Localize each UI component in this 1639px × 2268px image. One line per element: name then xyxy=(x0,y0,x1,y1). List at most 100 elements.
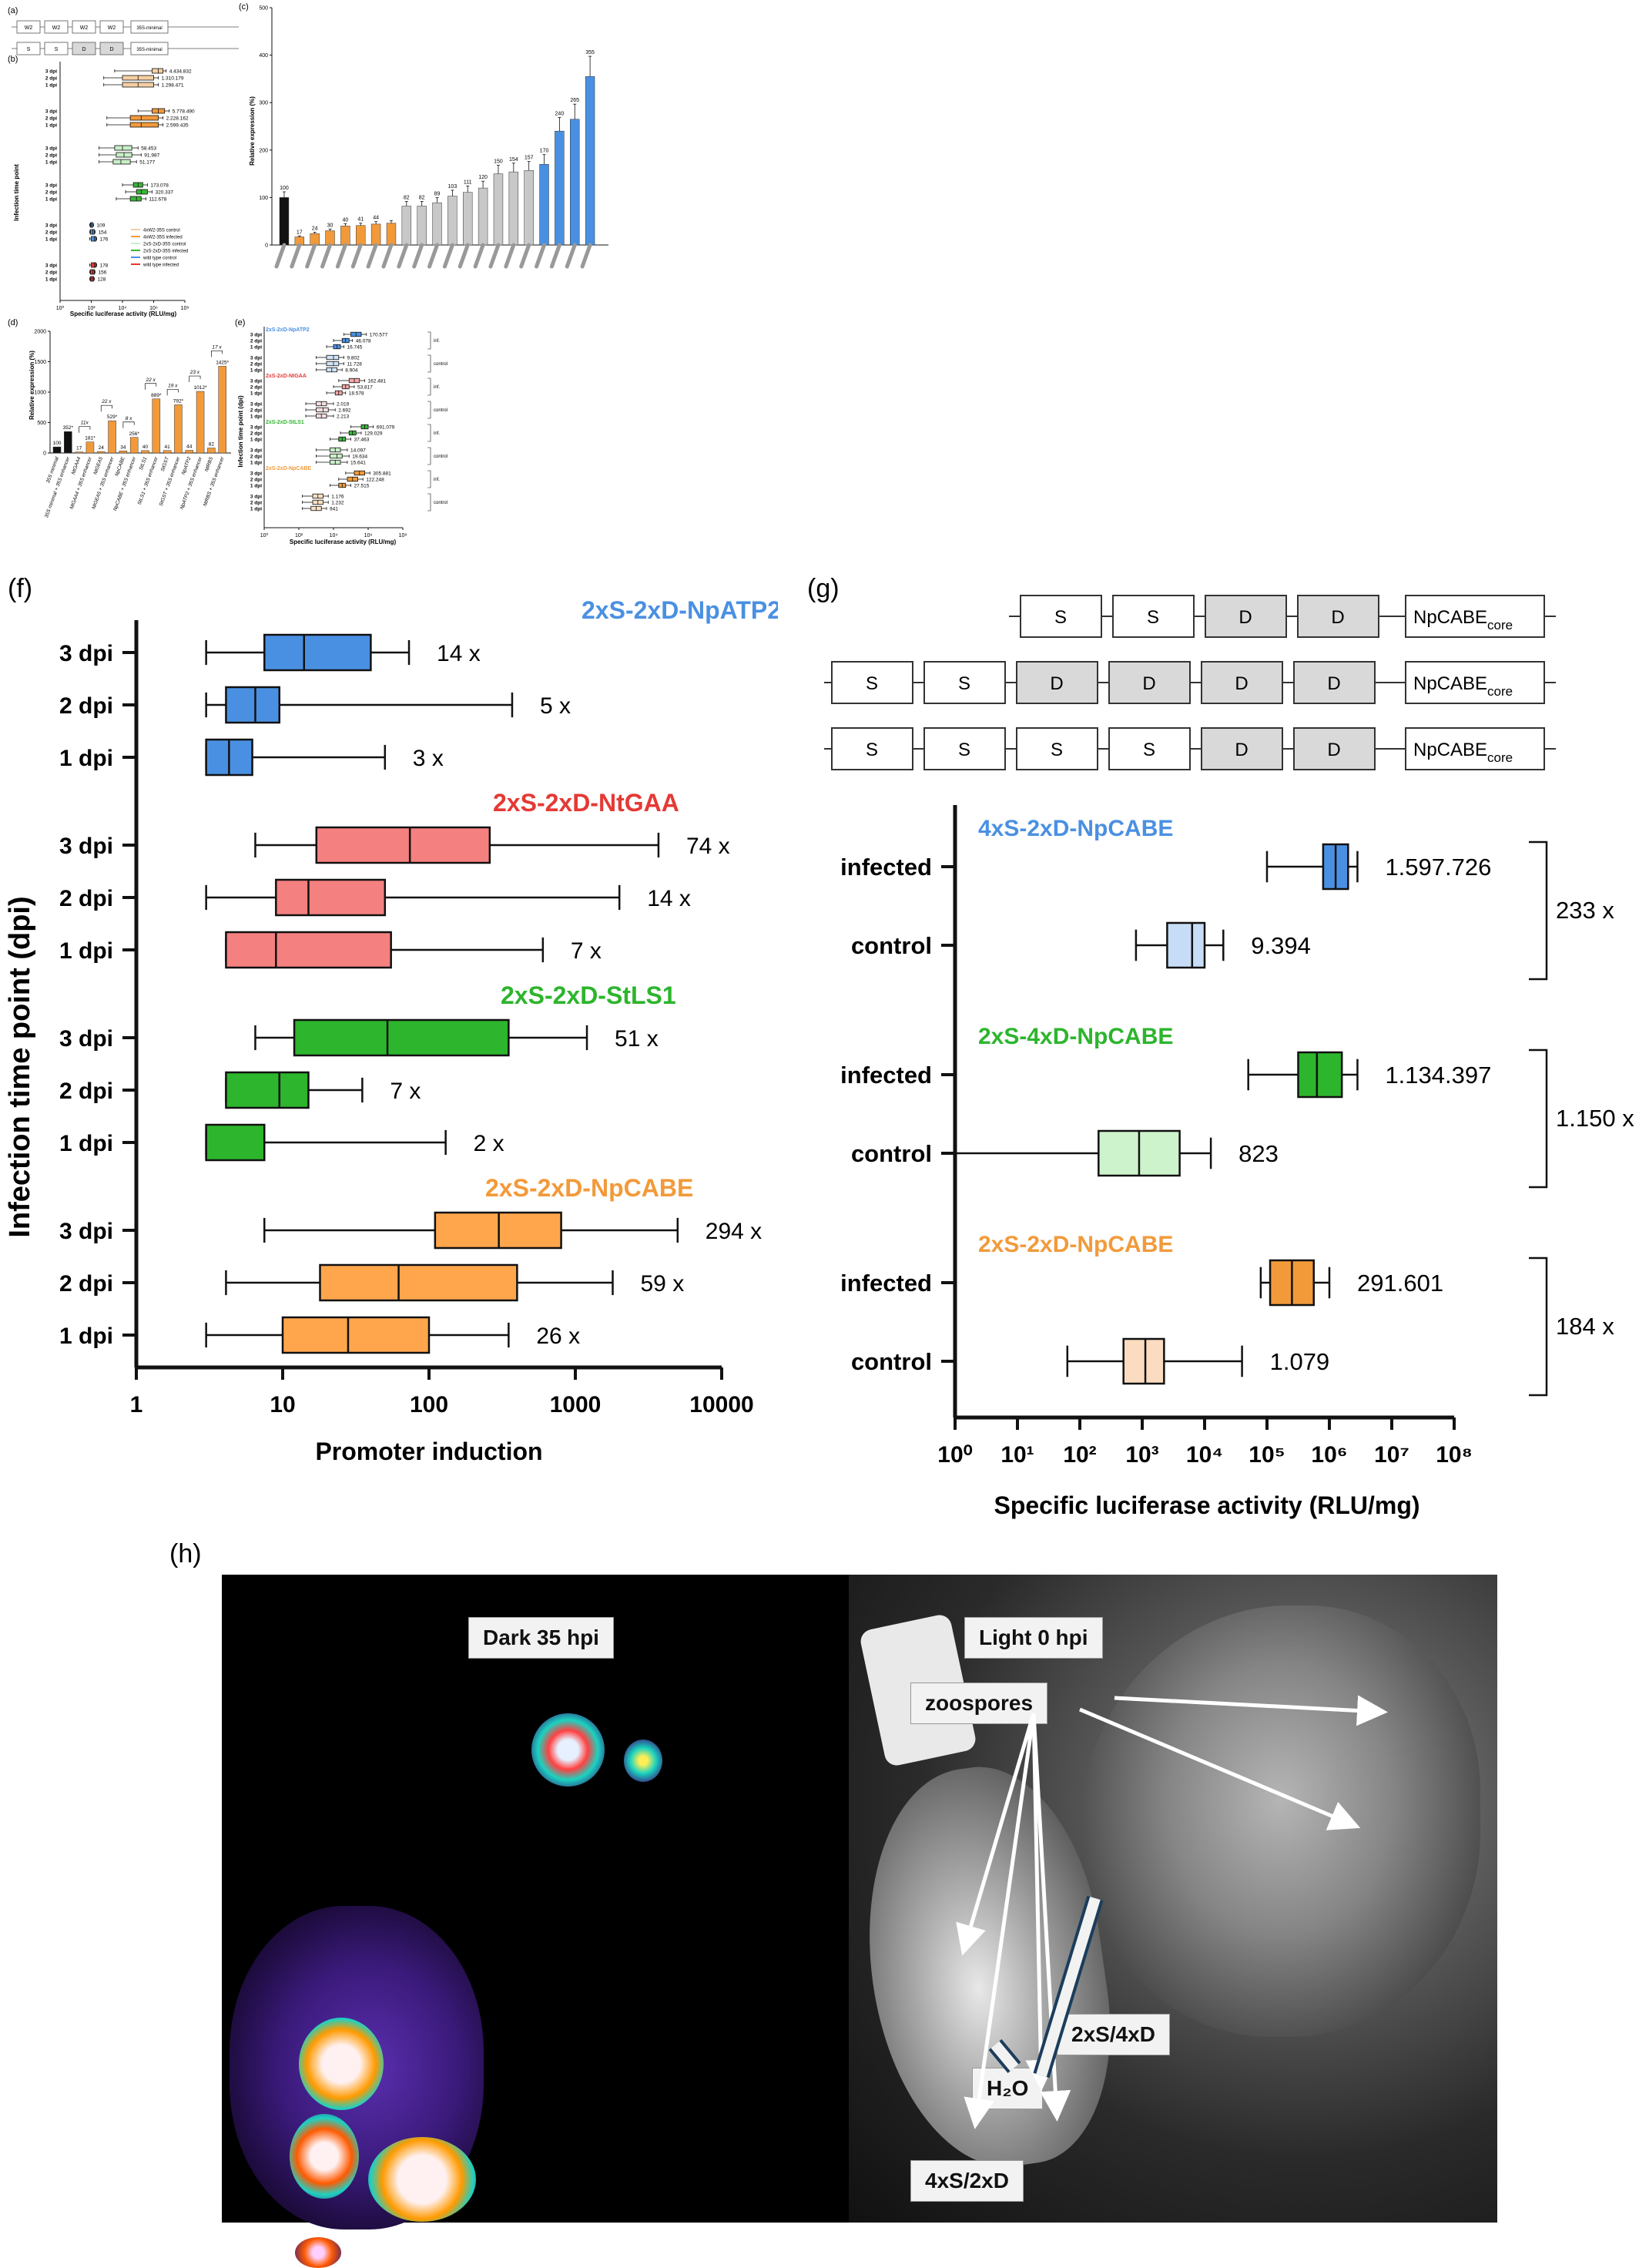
e-row-box xyxy=(326,361,340,367)
e-row-box xyxy=(330,453,343,459)
g-construct-box-label: S xyxy=(1147,607,1159,628)
e-row-value: 37.463 xyxy=(354,438,370,443)
c-value-label: 157 xyxy=(525,156,534,161)
e-row-label: 3 dpi xyxy=(250,379,262,384)
e-row-label: 2 dpi xyxy=(250,408,262,414)
c-ytick-label: 100 xyxy=(259,196,268,201)
b-row-value: 320.337 xyxy=(155,190,173,196)
e-row-value: 16.745 xyxy=(347,345,363,351)
c-value-label: 82 xyxy=(419,195,425,200)
b-row-value: 173.078 xyxy=(150,183,169,189)
d-xtick-label: NtGEA5 + 35S enhancer xyxy=(91,456,115,511)
d-bar xyxy=(119,451,128,454)
f-row-label: 1 dpi xyxy=(59,938,113,964)
c-ytick-label: 200 xyxy=(259,148,268,153)
e-row-label: 1 dpi xyxy=(250,391,262,397)
c-bar xyxy=(570,119,580,246)
f-fold-label: 7 x xyxy=(390,1079,421,1104)
b-xtick-label: 10⁰ xyxy=(56,305,65,311)
c-xtick-label-blur xyxy=(442,243,454,269)
e-row-value: 129.029 xyxy=(364,431,383,437)
arrow-2 xyxy=(1079,1707,1361,1830)
b-xtick-label: 10⁶ xyxy=(149,306,158,311)
f-xtick-label: 10000 xyxy=(689,1392,753,1418)
construct-a-box-label: S xyxy=(27,47,31,52)
f-row-label: 2 dpi xyxy=(59,886,113,911)
b-row-label: 2 dpi xyxy=(45,190,57,196)
g-xtick-label: 10⁸ xyxy=(1436,1442,1473,1468)
f-row-label: 1 dpi xyxy=(59,1131,113,1156)
panel-label-a: (a) xyxy=(8,6,18,15)
f-row-box xyxy=(315,826,491,864)
d-ytick-label: 500 xyxy=(37,421,46,426)
g-construct-box-label: D xyxy=(1235,673,1248,694)
f-fold-label: 74 x xyxy=(686,834,730,859)
e-row-value: 19.634 xyxy=(352,455,367,460)
c-ytick-label: 300 xyxy=(259,101,268,106)
c-xtick-label-blur xyxy=(366,243,378,269)
g-xtick-label: 10³ xyxy=(1125,1442,1158,1468)
f-group-name: 2xS-2xD-NpCABE xyxy=(485,1174,693,1202)
g-row-label: control xyxy=(851,1348,932,1375)
panel-label-h-wrap: (h) xyxy=(169,1539,202,1568)
e-row-value: 941 xyxy=(330,507,338,512)
d-value-label: 82 xyxy=(209,442,215,448)
e-bracket-label: control xyxy=(434,362,447,367)
d-xtick-label: NtRBS xyxy=(204,456,215,473)
d-bar xyxy=(141,450,149,454)
b-row-label: 1 dpi xyxy=(45,197,57,203)
c-xtick-label-blur xyxy=(320,243,333,269)
light-label: Light 0 hpi xyxy=(964,1617,1103,1659)
c-bar xyxy=(370,223,381,246)
e-row-label: 2 dpi xyxy=(250,501,262,506)
c-xtick-label-blur xyxy=(580,243,592,269)
c-value-label: 265 xyxy=(570,98,579,103)
g-construct-end-box xyxy=(1405,661,1545,704)
construct-a-box-label: W2 xyxy=(80,25,89,31)
b-row-value: 154 xyxy=(99,230,107,236)
g-construct-box xyxy=(1016,727,1098,770)
e-row-value: 11.728 xyxy=(347,362,363,367)
g-construct-box-label: S xyxy=(1051,740,1063,760)
e-xtick-label: 10⁶ xyxy=(364,533,373,538)
b-legend-label: 2xS-2xD-35S control xyxy=(143,243,186,247)
e-row-label: 1 dpi xyxy=(250,345,262,351)
e-row-value: 27.515 xyxy=(354,484,370,489)
e-row-label: 3 dpi xyxy=(250,471,262,477)
g-construct-box xyxy=(831,661,913,704)
construct-a-end-label: 35S-minimal xyxy=(136,48,162,52)
construct-a-box xyxy=(44,42,69,55)
f-row-label: 3 dpi xyxy=(59,1219,113,1244)
d-bar xyxy=(218,366,226,454)
f-xlabel: Promoter induction xyxy=(315,1438,542,1465)
b-row-box xyxy=(112,159,131,165)
e-bracket xyxy=(427,470,431,488)
d-bar xyxy=(196,391,205,454)
panel-a-constructs: (a) W2 W2 W2 W2 35S-minimal S S D D 35S-minimal xyxy=(8,6,239,55)
c-bar xyxy=(401,206,412,246)
b-row-value: 2.228.162 xyxy=(166,116,189,122)
b-row-label: 2 dpi xyxy=(45,270,57,276)
e-bracket xyxy=(427,377,431,396)
d-bar xyxy=(52,446,62,454)
zoospore-arrows xyxy=(956,1695,1388,2129)
c-xtick-label-blur xyxy=(412,243,424,269)
f-row-label: 2 dpi xyxy=(59,693,113,719)
e-row-label: 3 dpi xyxy=(250,495,262,500)
f-ylabel: Infection time point (dpi) xyxy=(4,896,36,1237)
f-row-label: 3 dpi xyxy=(59,1026,113,1052)
b-row-value: 91.987 xyxy=(144,153,159,159)
construct-a-box-label: W2 xyxy=(52,25,61,31)
g-construct-box xyxy=(1293,661,1376,704)
e-row-value: 14.097 xyxy=(350,448,366,454)
panel-label-h: (h) xyxy=(169,1539,202,1568)
c-ytick-label: 0 xyxy=(265,243,268,249)
e-xtick-label: 10² xyxy=(295,533,303,538)
d-ylabel: Relative expression (%) xyxy=(28,351,35,420)
d-xtick-label: NtGAA4 + 35S enhancer xyxy=(69,456,93,511)
g-row-label: infected xyxy=(840,1270,932,1297)
f-group-name: 2xS-2xD-NtGAA xyxy=(493,789,679,817)
g-construct-box-label: D xyxy=(1331,607,1344,628)
e-group-name: 2xS-2xD-NtGAA xyxy=(266,374,307,379)
e-bracket-label: control xyxy=(434,501,447,505)
